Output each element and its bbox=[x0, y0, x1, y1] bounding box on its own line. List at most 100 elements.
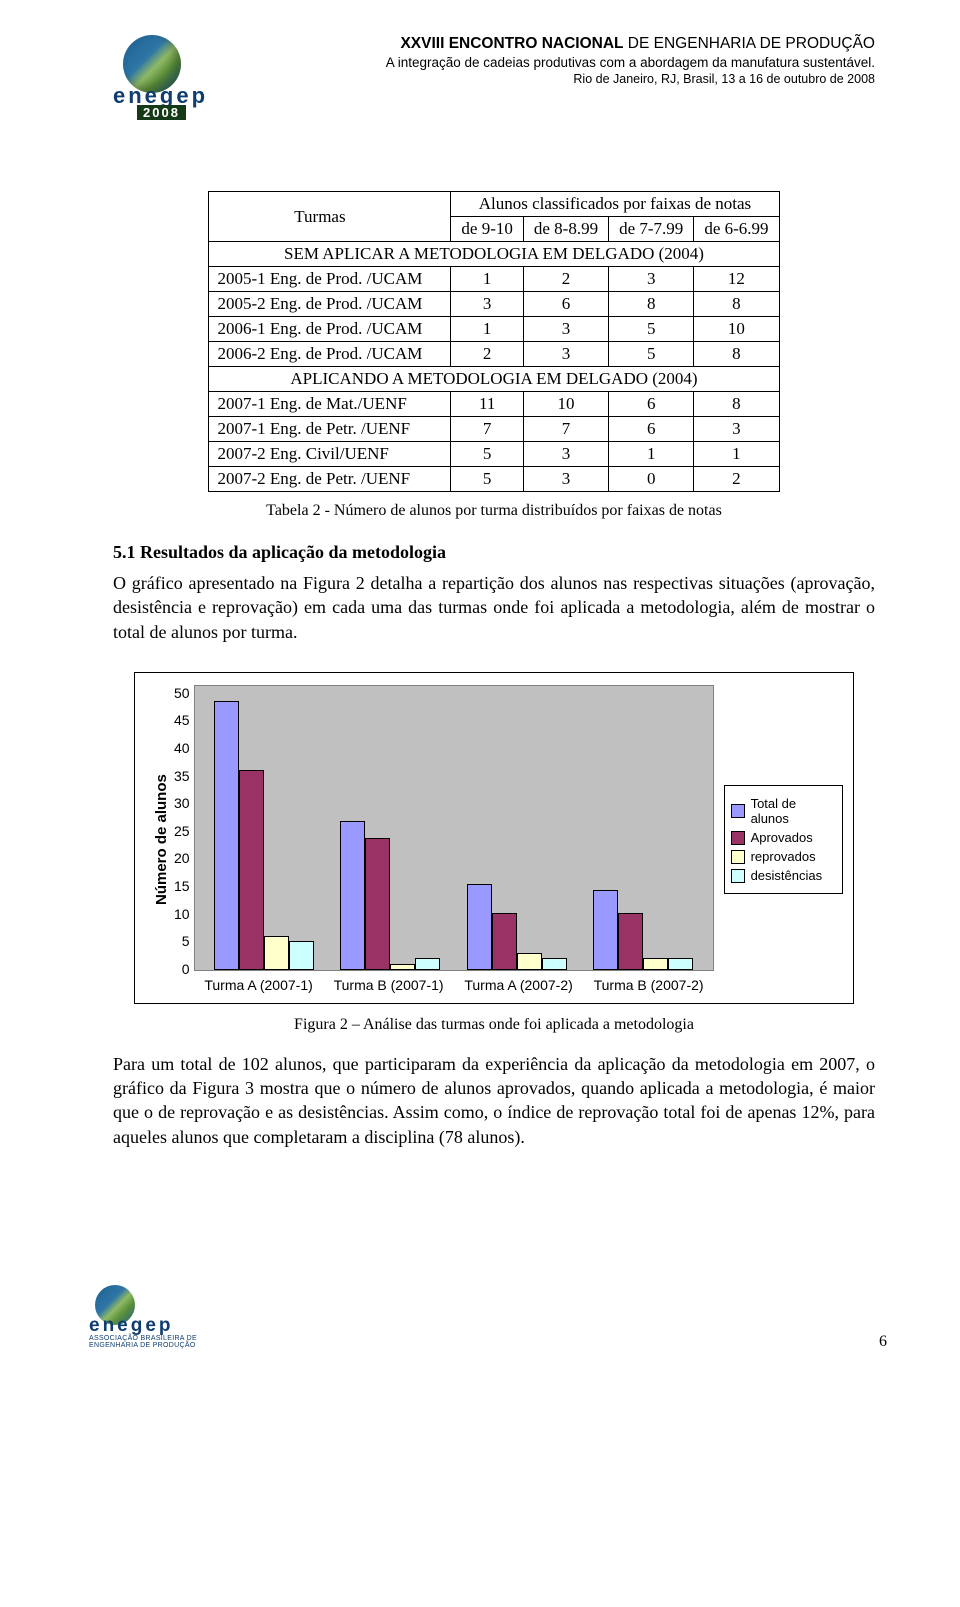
row-value: 1 bbox=[609, 442, 694, 467]
row-label: 2005-2 Eng. de Prod. /UCAM bbox=[209, 292, 451, 317]
para2: Para um total de 102 alunos, que partici… bbox=[113, 1052, 875, 1149]
x-axis: Turma A (2007-1)Turma B (2007-1)Turma A … bbox=[194, 977, 714, 993]
row-label: 2006-2 Eng. de Prod. /UCAM bbox=[209, 342, 451, 367]
footer-logo: enegep ASSOCIAÇÃO BRASILEIRA DE ENGENHAR… bbox=[89, 1281, 219, 1349]
row-value: 2 bbox=[451, 342, 523, 367]
row-value: 0 bbox=[609, 467, 694, 492]
logo-year: 2008 bbox=[137, 105, 186, 120]
row-value: 6 bbox=[609, 392, 694, 417]
bar bbox=[517, 953, 542, 970]
header-line3: Rio de Janeiro, RJ, Brasil, 13 a 16 de o… bbox=[386, 72, 875, 86]
th-subcol: de 9-10 bbox=[451, 217, 523, 242]
row-value: 7 bbox=[451, 417, 523, 442]
row-value: 2 bbox=[523, 267, 608, 292]
row-value: 5 bbox=[609, 342, 694, 367]
row-value: 6 bbox=[609, 417, 694, 442]
table-row: 2005-1 Eng. de Prod. /UCAM12312 bbox=[209, 267, 779, 292]
row-label: 2006-1 Eng. de Prod. /UCAM bbox=[209, 317, 451, 342]
footer-logo-text: enegep bbox=[89, 1315, 174, 1337]
table-row: 2006-1 Eng. de Prod. /UCAM13510 bbox=[209, 317, 779, 342]
page-number: 6 bbox=[879, 1333, 887, 1351]
legend-label: desistências bbox=[751, 868, 823, 883]
row-value: 5 bbox=[451, 442, 523, 467]
legend-swatch bbox=[731, 831, 745, 845]
footer-logo-sub: ASSOCIAÇÃO BRASILEIRA DE ENGENHARIA DE P… bbox=[89, 1335, 219, 1349]
table-row: 2007-1 Eng. de Petr. /UENF7763 bbox=[209, 417, 779, 442]
section2: APLICANDO A METODOLOGIA EM DELGADO (2004… bbox=[209, 367, 779, 392]
row-value: 1 bbox=[694, 442, 779, 467]
legend-label: reprovados bbox=[751, 849, 816, 864]
bar bbox=[467, 884, 492, 970]
row-value: 2 bbox=[694, 467, 779, 492]
xtick: Turma A (2007-2) bbox=[454, 977, 584, 993]
row-value: 1 bbox=[451, 317, 523, 342]
bar bbox=[542, 958, 567, 969]
table-row: 2007-2 Eng. de Petr. /UENF5302 bbox=[209, 467, 779, 492]
bar-group bbox=[593, 890, 693, 970]
table-row: 2006-2 Eng. de Prod. /UCAM2358 bbox=[209, 342, 779, 367]
th-turmas: Turmas bbox=[209, 192, 451, 242]
bar bbox=[668, 958, 693, 969]
bar-group bbox=[340, 821, 440, 970]
page-footer: enegep ASSOCIAÇÃO BRASILEIRA DE ENGENHAR… bbox=[113, 1269, 875, 1349]
bar bbox=[365, 838, 390, 970]
row-value: 10 bbox=[694, 317, 779, 342]
legend-item: desistências bbox=[731, 868, 836, 883]
table-caption: Tabela 2 - Número de alunos por turma di… bbox=[113, 502, 875, 520]
legend-label: Total de alunos bbox=[751, 796, 836, 826]
ytick: 25 bbox=[174, 823, 190, 839]
ytick: 50 bbox=[174, 685, 190, 701]
y-axis-label: Número de alunos bbox=[149, 685, 174, 995]
section1: SEM APLICAR A METODOLOGIA EM DELGADO (20… bbox=[209, 242, 779, 267]
figure-caption: Figura 2 – Análise das turmas onde foi a… bbox=[113, 1016, 875, 1034]
row-label: 2007-1 Eng. de Mat./UENF bbox=[209, 392, 451, 417]
header-line1-bold: XXVIII ENCONTRO NACIONAL bbox=[400, 35, 623, 52]
bar-group bbox=[214, 701, 314, 970]
bar bbox=[214, 701, 239, 970]
bar bbox=[643, 958, 668, 969]
legend-item: Aprovados bbox=[731, 830, 836, 845]
bar-group bbox=[467, 884, 567, 970]
row-value: 8 bbox=[694, 392, 779, 417]
legend-swatch bbox=[731, 869, 745, 883]
legend-item: reprovados bbox=[731, 849, 836, 864]
ytick: 0 bbox=[182, 961, 190, 977]
row-label: 2007-2 Eng. de Petr. /UENF bbox=[209, 467, 451, 492]
bar bbox=[492, 913, 517, 970]
header-titles: XXVIII ENCONTRO NACIONAL DE ENGENHARIA D… bbox=[386, 35, 875, 86]
table-row: 2007-2 Eng. Civil/UENF5311 bbox=[209, 442, 779, 467]
ytick: 35 bbox=[174, 768, 190, 784]
bar bbox=[289, 941, 314, 970]
ytick: 40 bbox=[174, 740, 190, 756]
row-value: 5 bbox=[609, 317, 694, 342]
bar bbox=[264, 936, 289, 970]
row-value: 3 bbox=[523, 467, 608, 492]
legend-swatch bbox=[731, 850, 745, 864]
bar bbox=[390, 964, 415, 970]
row-value: 12 bbox=[694, 267, 779, 292]
xtick: Turma B (2007-1) bbox=[324, 977, 454, 993]
th-group: Alunos classificados por faixas de notas bbox=[451, 192, 779, 217]
row-value: 3 bbox=[523, 317, 608, 342]
table-notas: Turmas Alunos classificados por faixas d… bbox=[208, 191, 779, 492]
header-line2: A integração de cadeias produtivas com a… bbox=[386, 55, 875, 70]
ytick: 10 bbox=[174, 906, 190, 922]
bar bbox=[239, 770, 264, 970]
row-value: 8 bbox=[694, 292, 779, 317]
row-value: 7 bbox=[523, 417, 608, 442]
xtick: Turma A (2007-1) bbox=[194, 977, 324, 993]
section-heading: 5.1 Resultados da aplicação da metodolog… bbox=[113, 542, 875, 563]
row-value: 8 bbox=[694, 342, 779, 367]
row-value: 3 bbox=[609, 267, 694, 292]
chart-frame: Número de alunos 50454035302520151050 Tu… bbox=[134, 672, 854, 1004]
legend-swatch bbox=[731, 804, 745, 818]
row-value: 3 bbox=[694, 417, 779, 442]
ytick: 15 bbox=[174, 878, 190, 894]
bar bbox=[618, 913, 643, 970]
row-value: 11 bbox=[451, 392, 523, 417]
row-value: 3 bbox=[523, 342, 608, 367]
table-row: 2005-2 Eng. de Prod. /UCAM3688 bbox=[209, 292, 779, 317]
legend-label: Aprovados bbox=[751, 830, 813, 845]
ytick: 20 bbox=[174, 850, 190, 866]
row-value: 10 bbox=[523, 392, 608, 417]
